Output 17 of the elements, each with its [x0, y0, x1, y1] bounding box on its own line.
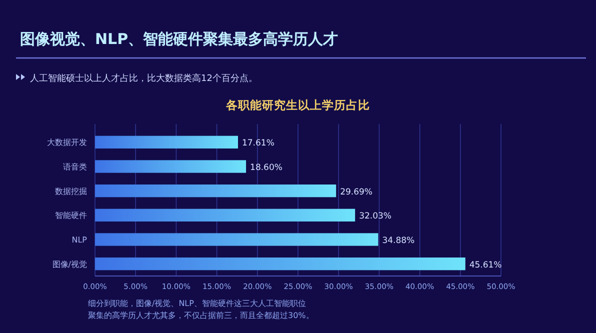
- text: 细分到职能，图像/视觉、NLP、智能硬件这三大人工智能职位: [88, 299, 306, 308]
- data-label: 17.61%: [242, 138, 274, 149]
- data-label: 34.88%: [382, 236, 415, 246]
- data-label: 29.69%: [340, 187, 373, 198]
- y-tick-label: 图像/视觉: [52, 260, 87, 269]
- y-tick-label: 数据挖掘: [55, 186, 87, 196]
- chart-title: 图像视觉、NLP、智能硬件聚集最多高学历人才: [20, 30, 338, 48]
- text: 各职能研究生以上学历占比: [225, 98, 370, 112]
- chart-subtitle: 人工智能硕士以上人才占比，比大数据类高12个百分点。: [30, 73, 258, 84]
- y-tick-label: 大数据开发: [47, 138, 87, 148]
- text: 聚集的高学历人才尤其多，不仅占据前三，而且全都超过30%。: [88, 311, 314, 320]
- y-tick-label: 语音类: [63, 162, 87, 172]
- data-label: 32.03%: [359, 212, 392, 222]
- y-tick-label: NLP: [72, 236, 88, 244]
- data-label: 45.61%: [469, 260, 502, 270]
- y-tick-label: 智能硬件: [55, 211, 87, 220]
- data-label: 18.60%: [250, 163, 282, 173]
